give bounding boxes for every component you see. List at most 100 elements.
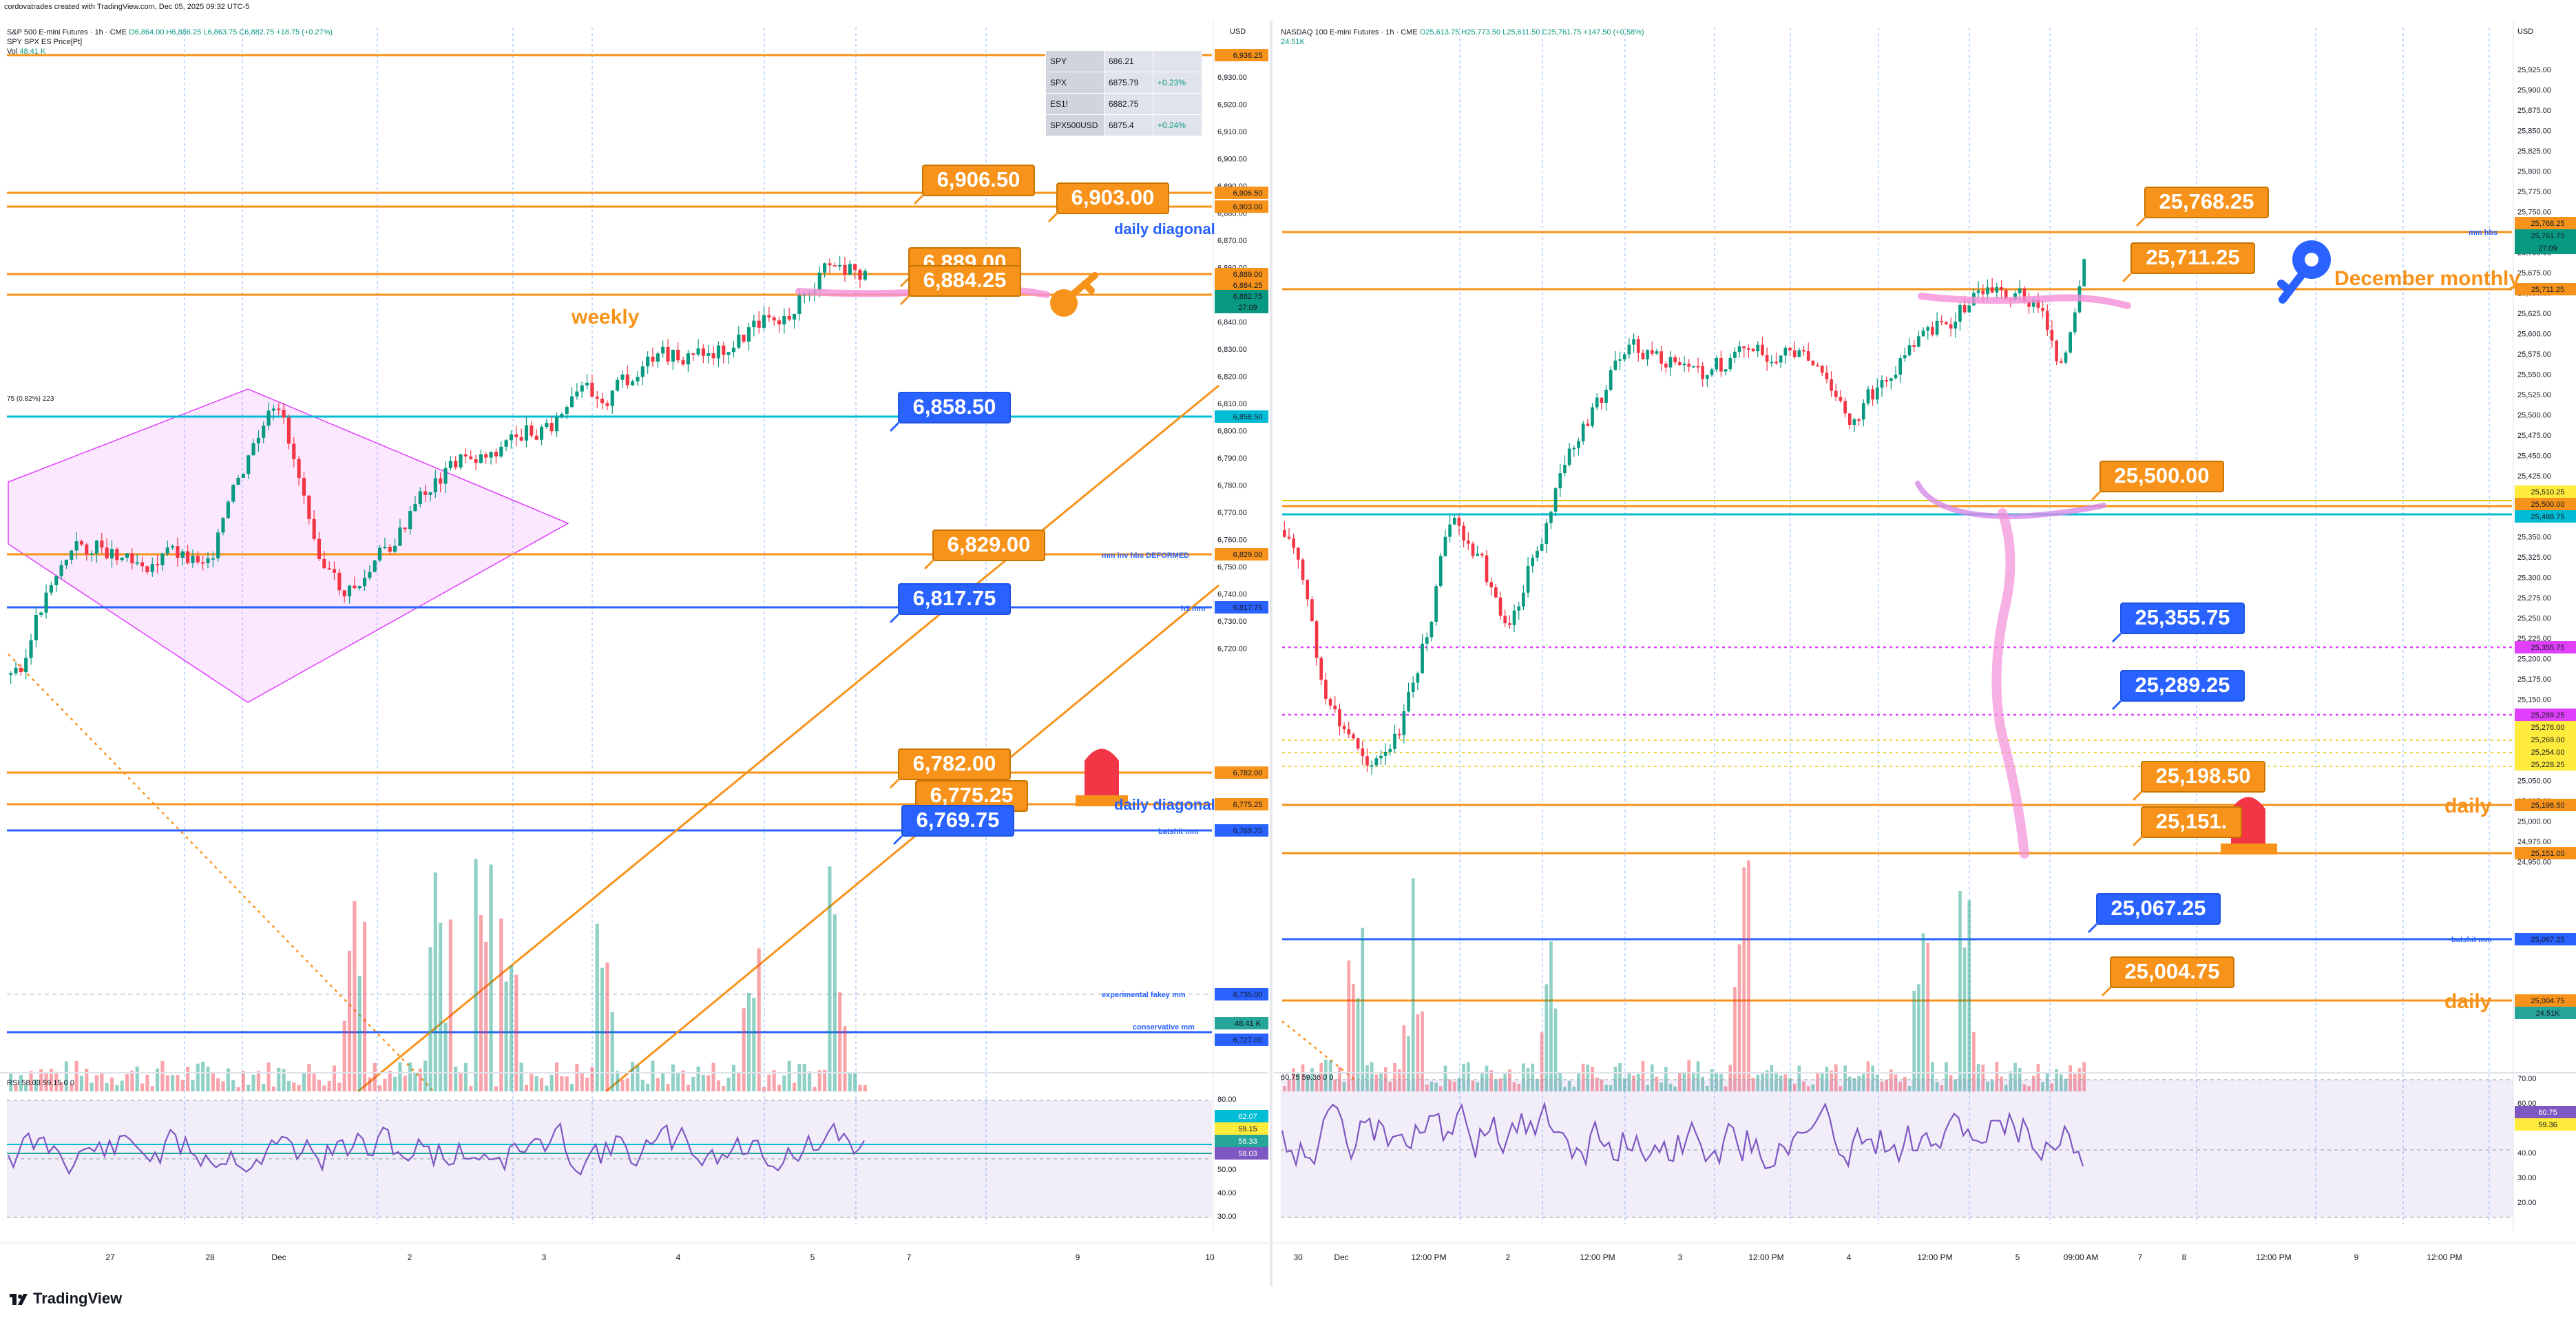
- volume-bar: [519, 1062, 523, 1091]
- candle: [297, 459, 301, 479]
- rsi-line: [7, 1122, 865, 1176]
- candle: [590, 382, 594, 397]
- price-axis-tag: [2515, 847, 2576, 859]
- candle: [332, 569, 337, 573]
- candle: [676, 350, 680, 361]
- volume-bar: [1301, 1064, 1305, 1091]
- price-axis-tag-text: 6,882.75: [1233, 293, 1263, 301]
- volume-bar: [1297, 1073, 1300, 1091]
- time-axis-label: 3: [1678, 1253, 1683, 1262]
- volume-bar: [120, 1080, 124, 1091]
- time-axis-label: 30: [1293, 1253, 1303, 1262]
- candle: [1907, 345, 1912, 356]
- key-icon-hole: [2305, 253, 2318, 266]
- candle: [1677, 362, 1682, 366]
- candle: [2018, 288, 2022, 293]
- price-axis-tag-text: 6,769.75: [1233, 827, 1263, 835]
- candle: [863, 271, 867, 280]
- trendline-diagonal: [357, 384, 1219, 1093]
- nq-chart-canvas[interactable]: 25,925.00 25,900.00 25,875.00 25,850.00 25,8…: [1274, 21, 2576, 1286]
- candle: [1352, 734, 1355, 739]
- candle: [286, 417, 291, 444]
- price-callout-text: 25,768.25: [2159, 189, 2254, 213]
- price-scale-label: 25,275.00: [2517, 594, 2551, 603]
- wl-price: 6875.4: [1104, 114, 1153, 136]
- price-callout-text: 25,004.75: [2125, 959, 2220, 983]
- volume-bar: [1889, 1069, 1893, 1091]
- volume-bar: [1604, 1085, 1608, 1091]
- price-callout: [898, 748, 1011, 780]
- time-axis-label: Dec: [1334, 1253, 1348, 1262]
- price-scale-label: 25,325.00: [2517, 554, 2551, 562]
- candle: [469, 456, 473, 459]
- candle: [1949, 324, 1953, 329]
- volume-bar: [701, 1075, 705, 1091]
- es-chart-pane[interactable]: 6,930.006,920.006,910.006,900.006,890.00…: [0, 21, 1268, 1286]
- volume-bar: [1641, 1060, 1645, 1091]
- volume-bar: [1903, 1076, 1907, 1091]
- volume-bar: [14, 1084, 18, 1091]
- price-axis-tag: [2515, 510, 2576, 523]
- candle: [828, 263, 832, 266]
- price-scale-label: 25,175.00: [2517, 675, 2551, 684]
- watchlist-row[interactable]: ES1! 6882.75: [1045, 93, 1202, 115]
- candle: [1609, 370, 1613, 390]
- volume-bar: [823, 1069, 827, 1091]
- price-axis-tag: [1215, 410, 1268, 423]
- es-chart-canvas[interactable]: 6,930.006,920.006,910.006,900.006,890.00…: [0, 21, 1268, 1286]
- candle: [1476, 554, 1479, 556]
- volume-bar: [1531, 1063, 1535, 1091]
- volume-bar: [221, 1081, 225, 1091]
- candle: [378, 547, 382, 561]
- price-scale-label: 6,740.00: [1217, 591, 1247, 599]
- watchlist-row[interactable]: SPX500USD 6875.4 +0.24%: [1045, 114, 1202, 136]
- volume-bar: [2041, 1082, 2044, 1091]
- volume-bar: [413, 1073, 417, 1091]
- pattern-label: 75 (0.82%) 223: [7, 395, 54, 403]
- volume-bar: [1954, 1079, 1958, 1091]
- candle: [1770, 362, 1774, 364]
- volume-bar: [661, 1071, 665, 1091]
- siren-icon: [1085, 748, 1119, 795]
- watchlist-row[interactable]: SPX 6875.79 +0.23%: [1045, 72, 1202, 94]
- pane-divider[interactable]: [1270, 21, 1273, 1286]
- price-axis-tag: [1215, 49, 1268, 61]
- volume-bar: [463, 1062, 468, 1091]
- volume-bar: [828, 866, 832, 1091]
- candle: [1613, 360, 1617, 370]
- key-icon-shaft: [2277, 271, 2305, 304]
- volume-bar: [1476, 1082, 1479, 1091]
- volume-bar: [105, 1082, 109, 1091]
- candle: [686, 353, 690, 365]
- tradingview-logo[interactable]: TradingView: [10, 1290, 122, 1308]
- volume-bar: [388, 1070, 392, 1091]
- volume-bar: [277, 1067, 281, 1091]
- price-scale-label: 25,350.00: [2517, 534, 2551, 542]
- price-callout-text: 6,906.50: [937, 167, 1020, 191]
- candle: [130, 553, 134, 564]
- candle: [292, 443, 296, 459]
- candle: [1356, 738, 1360, 749]
- watchlist-row[interactable]: SPY 686.21: [1045, 50, 1202, 72]
- nq-chart-pane[interactable]: 25,925.00 25,900.00 25,875.00 25,850.00 25,8…: [1274, 21, 2576, 1286]
- price-callout-text: 6,903.00: [1071, 185, 1155, 209]
- line-label: daily diagonal: [1114, 220, 1215, 238]
- candle: [1917, 336, 1920, 347]
- volume-bar: [631, 1062, 635, 1091]
- volume-bar: [70, 1084, 74, 1091]
- time-axis-label: 4: [676, 1253, 681, 1262]
- candle: [85, 544, 89, 555]
- candle: [271, 408, 275, 411]
- price-axis-tag-text: 6,903.00: [1233, 203, 1263, 211]
- volume-bar: [1765, 1070, 1769, 1091]
- candle: [1945, 322, 1948, 324]
- candle: [44, 592, 48, 613]
- price-callout-pointer: [889, 778, 900, 789]
- price-callout-pointer: [2132, 836, 2143, 847]
- line-label: daily: [2444, 990, 2492, 1013]
- candle: [504, 440, 508, 447]
- candle: [1517, 606, 1521, 611]
- price-scale-label: 25,150.00: [2517, 696, 2551, 704]
- candle: [368, 572, 372, 578]
- volume-bar: [1471, 1080, 1475, 1091]
